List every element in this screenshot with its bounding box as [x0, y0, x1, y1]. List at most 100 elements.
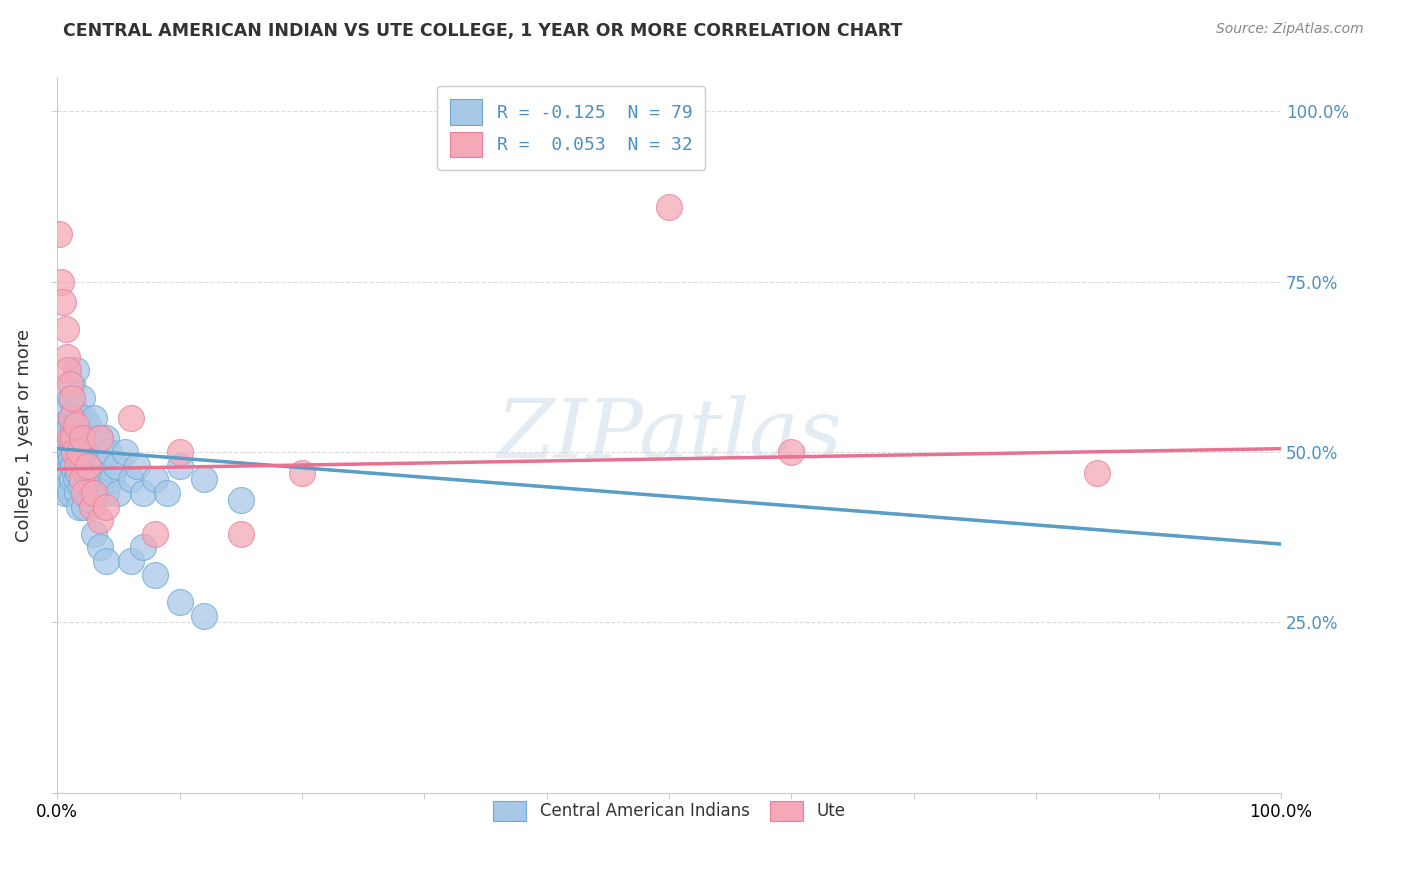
Point	[89, 432, 111, 446]
Point	[59, 451, 82, 466]
Point	[79, 492, 101, 507]
Point	[83, 411, 105, 425]
Point	[48, 432, 70, 446]
Point	[58, 486, 80, 500]
Point	[291, 466, 314, 480]
Point	[107, 486, 129, 500]
Point	[96, 500, 118, 514]
Point	[52, 472, 75, 486]
Point	[62, 432, 84, 446]
Point	[120, 472, 142, 486]
Point	[67, 466, 90, 480]
Point	[89, 479, 111, 493]
Point	[63, 404, 86, 418]
Point	[80, 432, 103, 446]
Point	[62, 417, 84, 432]
Point	[143, 472, 166, 486]
Point	[63, 445, 86, 459]
Point	[89, 513, 111, 527]
Point	[143, 567, 166, 582]
Point	[60, 432, 83, 446]
Point	[83, 526, 105, 541]
Point	[169, 595, 191, 609]
Point	[73, 486, 96, 500]
Point	[75, 432, 97, 446]
Point	[658, 200, 681, 214]
Point	[56, 466, 79, 480]
Legend: Central American Indians, Ute: Central American Indians, Ute	[479, 788, 859, 834]
Point	[73, 411, 96, 425]
Point	[66, 432, 89, 446]
Point	[58, 445, 80, 459]
Point	[69, 425, 91, 439]
Point	[70, 432, 93, 446]
Point	[83, 486, 105, 500]
Point	[60, 391, 83, 405]
Point	[51, 458, 73, 473]
Point	[156, 486, 179, 500]
Point	[96, 554, 118, 568]
Point	[70, 445, 93, 459]
Point	[72, 458, 94, 473]
Point	[77, 472, 100, 486]
Point	[66, 486, 89, 500]
Point	[229, 526, 252, 541]
Point	[48, 445, 70, 459]
Point	[58, 438, 80, 452]
Point	[70, 391, 93, 405]
Point	[96, 432, 118, 446]
Point	[77, 445, 100, 459]
Point	[89, 541, 111, 555]
Point	[53, 432, 76, 446]
Point	[65, 417, 87, 432]
Text: Source: ZipAtlas.com: Source: ZipAtlas.com	[1216, 22, 1364, 37]
Point	[86, 445, 108, 459]
Point	[93, 458, 115, 473]
Point	[58, 479, 80, 493]
Point	[1087, 466, 1109, 480]
Point	[52, 295, 75, 310]
Point	[89, 432, 111, 446]
Point	[65, 472, 87, 486]
Point	[125, 458, 148, 473]
Point	[76, 466, 98, 480]
Point	[62, 458, 84, 473]
Point	[84, 486, 107, 500]
Point	[169, 458, 191, 473]
Point	[59, 411, 82, 425]
Text: ZIPatlas: ZIPatlas	[496, 395, 842, 475]
Point	[55, 322, 77, 336]
Point	[67, 445, 90, 459]
Point	[60, 376, 83, 391]
Point	[70, 472, 93, 486]
Point	[229, 492, 252, 507]
Point	[193, 472, 215, 486]
Point	[60, 472, 83, 486]
Point	[120, 554, 142, 568]
Point	[56, 350, 79, 364]
Point	[67, 411, 90, 425]
Point	[66, 458, 89, 473]
Point	[49, 404, 72, 418]
Point	[63, 445, 86, 459]
Point	[69, 479, 91, 493]
Point	[97, 445, 120, 459]
Point	[55, 458, 77, 473]
Point	[96, 486, 118, 500]
Point	[780, 445, 803, 459]
Point	[73, 500, 96, 514]
Point	[67, 445, 90, 459]
Point	[56, 425, 79, 439]
Y-axis label: College, 1 year or more: College, 1 year or more	[15, 328, 32, 541]
Point	[120, 411, 142, 425]
Point	[169, 445, 191, 459]
Point	[143, 526, 166, 541]
Point	[83, 458, 105, 473]
Point	[58, 363, 80, 377]
Point	[105, 458, 128, 473]
Point	[132, 486, 155, 500]
Point	[80, 500, 103, 514]
Point	[114, 445, 136, 459]
Point	[55, 445, 77, 459]
Point	[77, 417, 100, 432]
